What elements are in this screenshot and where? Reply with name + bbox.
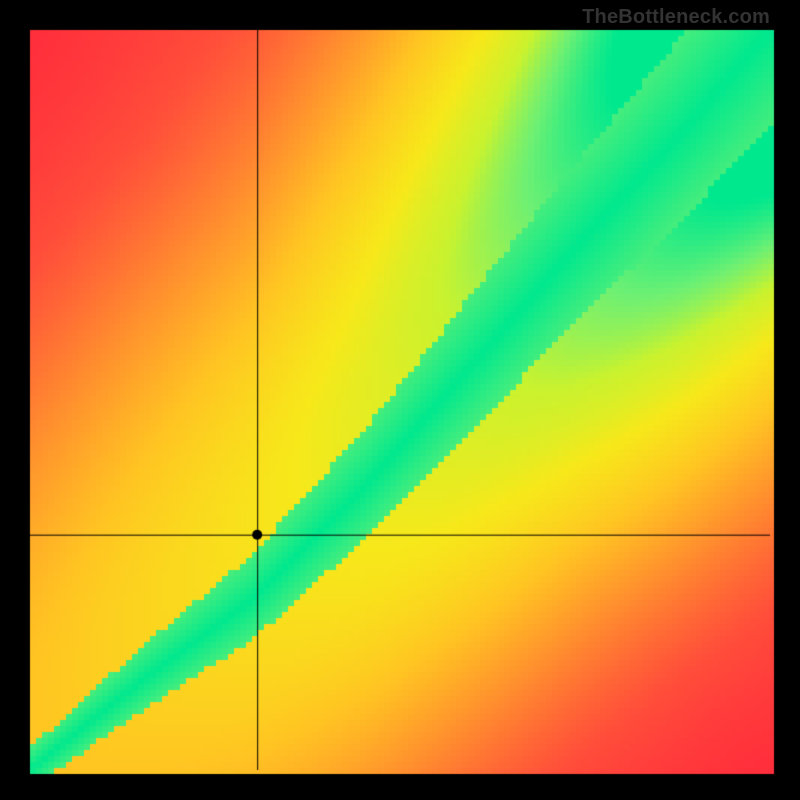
watermark-text: TheBottleneck.com	[582, 6, 770, 29]
chart-container: TheBottleneck.com	[0, 0, 800, 800]
bottleneck-heatmap-canvas	[0, 0, 800, 800]
